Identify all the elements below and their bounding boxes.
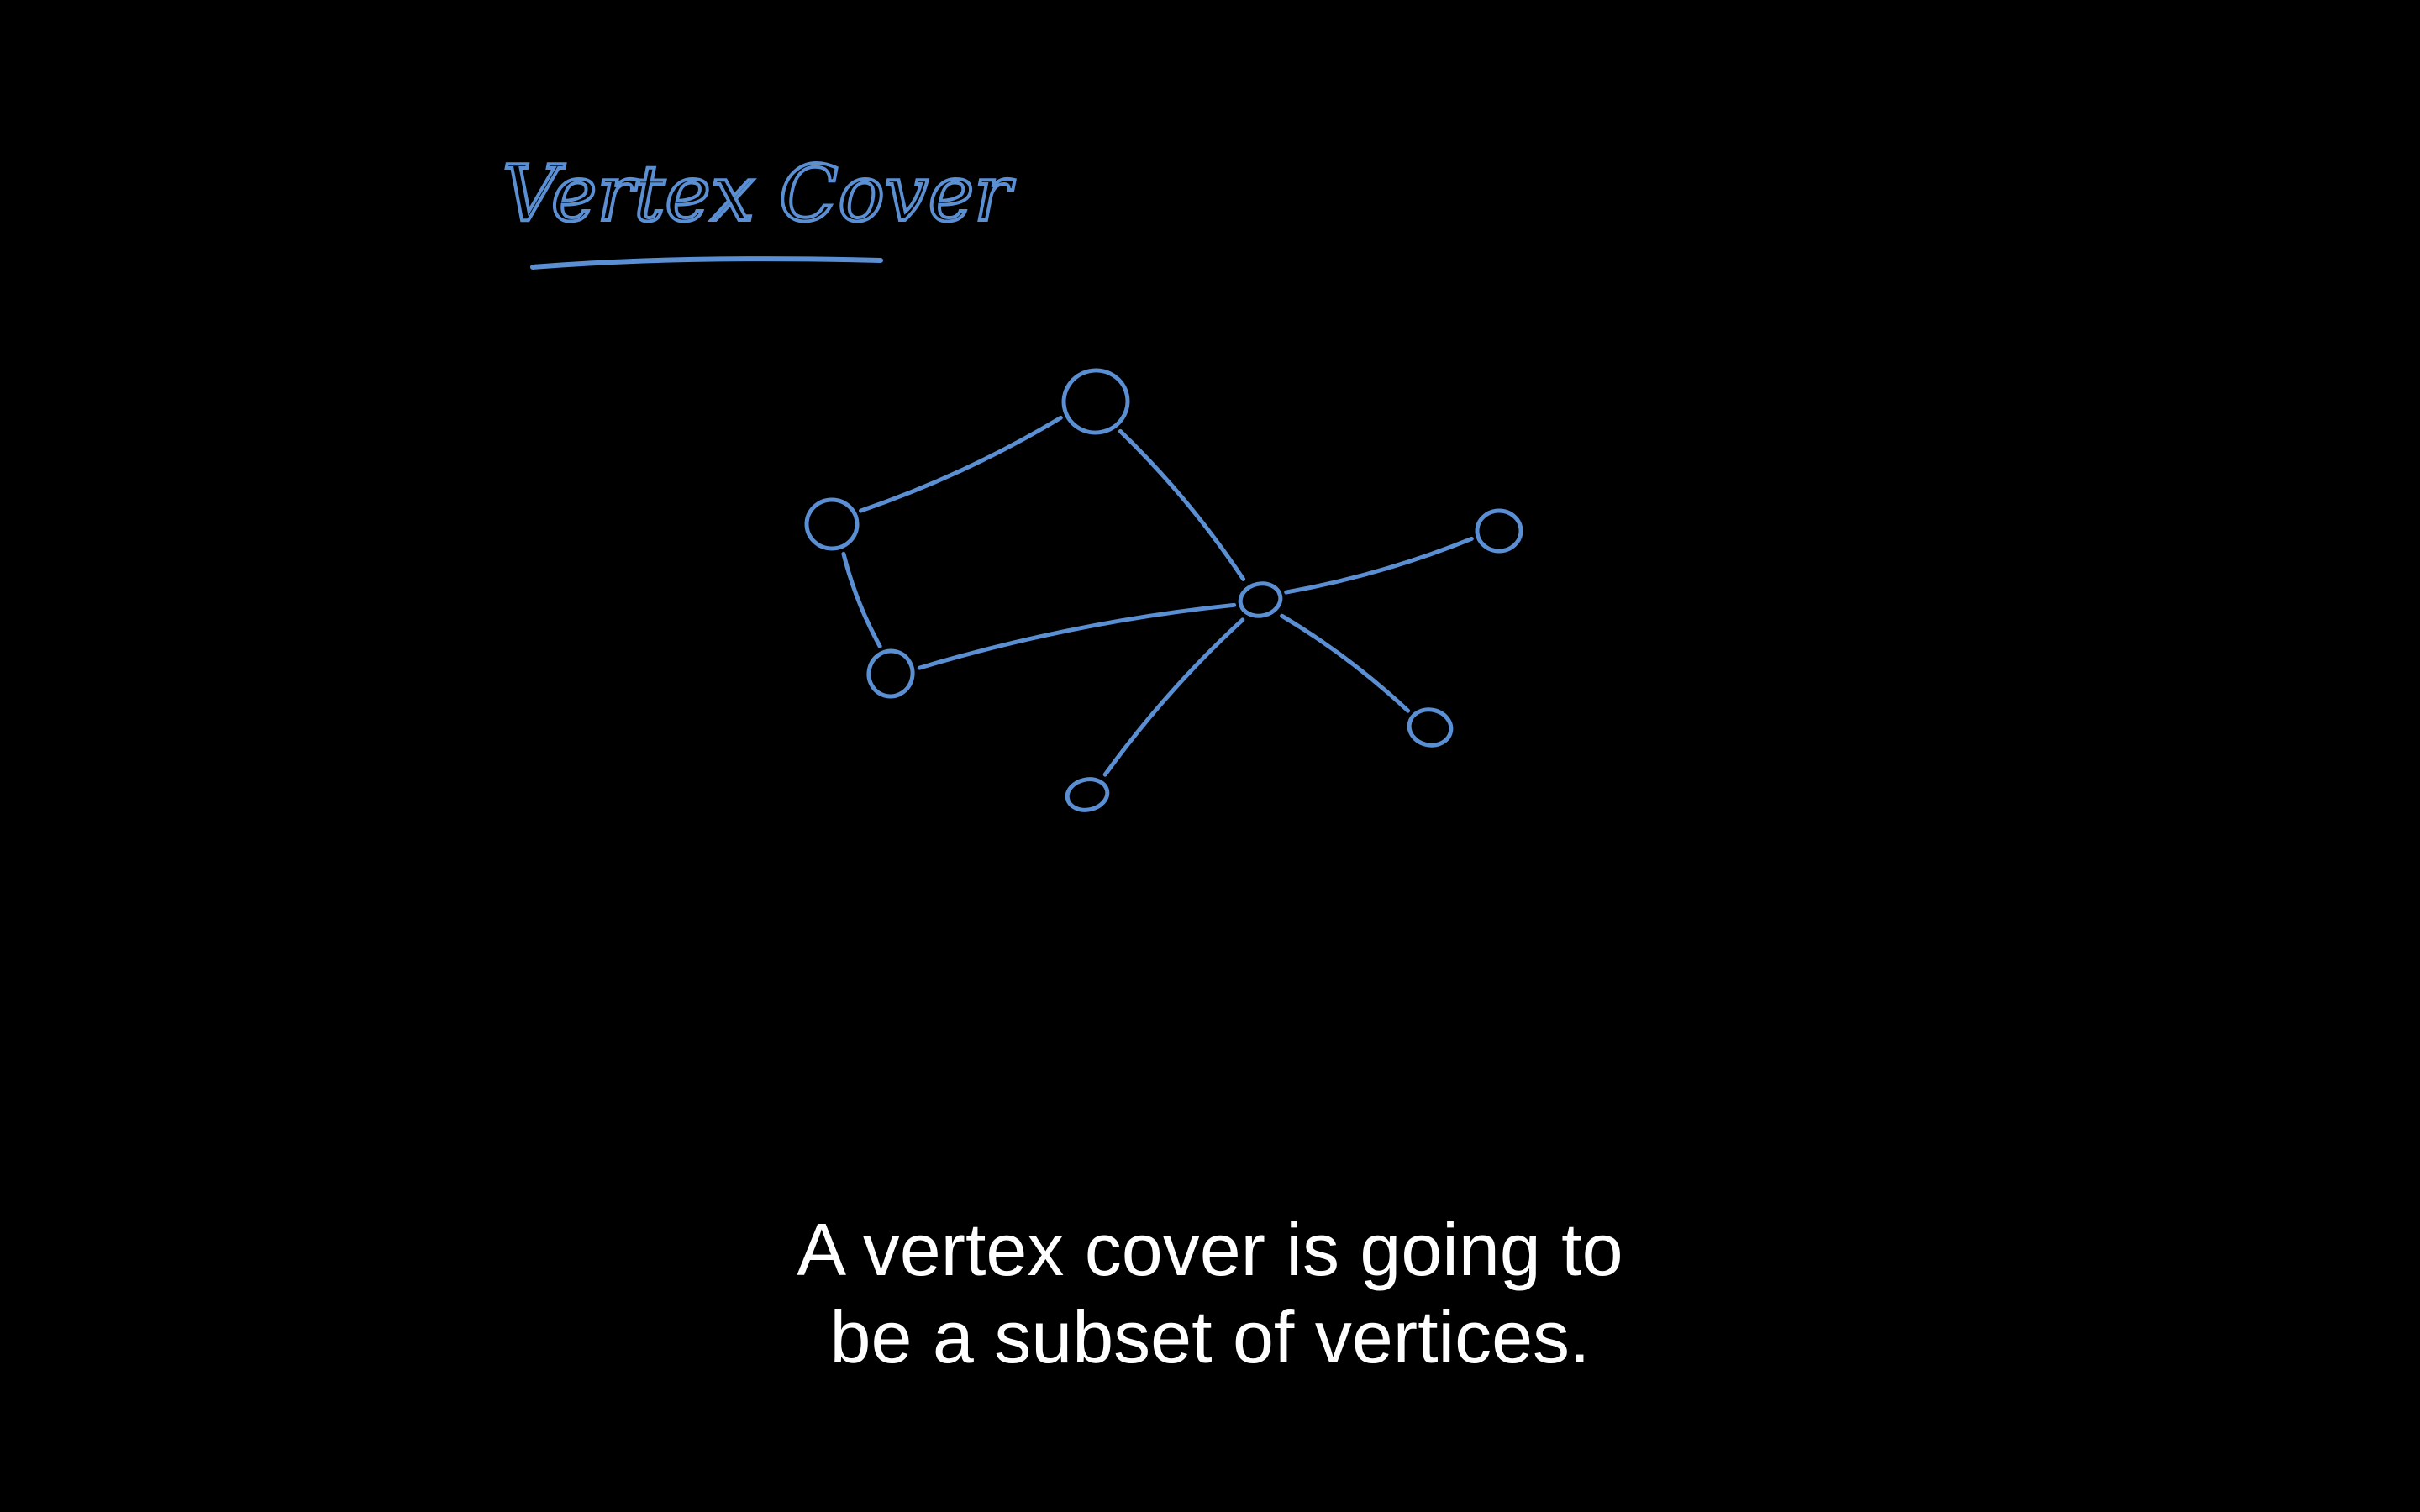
edge-hub-right [1284,536,1474,595]
caption-line-2: be a subset of vertices. [829,1295,1591,1378]
handwritten-title: Vertex Cover [501,147,1017,270]
vertex-hub [1238,581,1283,618]
edge-lower-left-hub [917,602,1237,670]
vertex-top [1061,368,1130,435]
graph-edges [841,415,1474,777]
edge-left-lower-left [841,551,882,648]
vertex-lower-left [866,648,915,699]
vertex-lower-right [1407,707,1454,748]
edge-hub-bottom [1102,617,1245,777]
caption-line-1: A vertex cover is going to [797,1208,1623,1291]
title-underline [530,256,883,270]
edge-left-top [859,415,1063,513]
vertex-right [1475,508,1523,554]
vertex-bottom [1065,777,1110,812]
title-text: Vertex Cover [502,149,1015,239]
graph-nodes [804,368,1523,812]
edge-top-hub [1118,428,1246,581]
edge-hub-lower-right [1280,613,1411,713]
vertex-left [804,497,860,551]
